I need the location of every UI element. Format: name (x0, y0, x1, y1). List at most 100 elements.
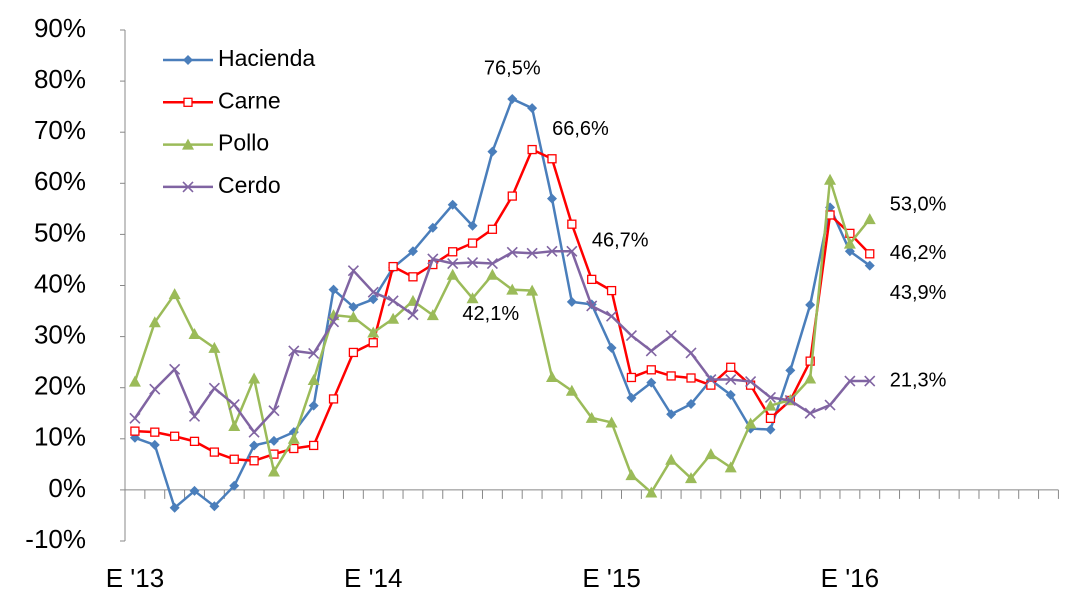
legend-marker (183, 97, 193, 107)
data-point (347, 311, 360, 323)
data-point (487, 224, 498, 234)
data-point (587, 274, 597, 285)
data-label: 76,5% (484, 57, 541, 79)
data-point (585, 411, 598, 423)
data-point (487, 146, 498, 157)
data-point (367, 326, 380, 338)
data-point (268, 435, 279, 446)
data-point (764, 391, 777, 403)
data-point (804, 407, 816, 419)
data-point (189, 436, 200, 447)
data-label: 66,6% (552, 118, 609, 140)
legend-label: Cerdo (218, 172, 281, 198)
legend-marker (182, 181, 194, 193)
data-label: 21,3% (890, 369, 947, 391)
data-point (606, 285, 617, 296)
data-point (486, 257, 498, 270)
data-point (268, 405, 280, 417)
data-point (209, 447, 220, 457)
data-point (129, 412, 141, 424)
data-point (387, 295, 399, 307)
data-point (865, 249, 875, 259)
data-point (804, 372, 817, 384)
data-point (208, 382, 220, 394)
data-point (724, 461, 737, 473)
y-tick-label: -10% (25, 524, 86, 554)
data-point (606, 310, 618, 322)
data-point (725, 373, 737, 386)
data-point (169, 363, 181, 375)
data-point (546, 245, 558, 257)
data-point (526, 284, 539, 296)
data-point (466, 256, 479, 269)
data-point (545, 370, 558, 382)
data-point (566, 245, 578, 257)
data-point (626, 372, 637, 383)
data-point (605, 416, 618, 428)
data-point (168, 288, 181, 300)
data-point (128, 375, 141, 387)
data-point (863, 213, 876, 225)
data-point (626, 392, 637, 403)
data-point (646, 377, 657, 388)
data-point (347, 265, 359, 277)
data-point (288, 345, 300, 357)
legend-marker (183, 55, 193, 65)
data-point (507, 93, 518, 104)
data-point (824, 399, 836, 411)
data-point (426, 309, 439, 321)
data-label: 43,9% (890, 282, 947, 304)
data-point (486, 268, 499, 280)
data-point (169, 502, 180, 513)
y-tick-label: 50% (34, 217, 86, 247)
data-point (706, 380, 716, 390)
legend-label: Hacienda (218, 45, 315, 71)
data-point (368, 294, 379, 305)
data-point (188, 410, 201, 422)
y-tick-label: 10% (34, 422, 86, 452)
data-point (625, 469, 638, 481)
data-point (726, 362, 736, 372)
data-point (427, 253, 439, 265)
data-point (685, 472, 698, 484)
data-point (130, 426, 140, 436)
data-point (368, 338, 378, 348)
data-point (805, 356, 815, 366)
x-tick-label: E '15 (582, 563, 640, 593)
data-point (407, 309, 419, 321)
data-point (765, 413, 776, 424)
data-point (686, 399, 697, 410)
data-point (150, 427, 160, 437)
data-point (665, 330, 677, 342)
data-point (864, 375, 876, 387)
data-point (149, 439, 160, 450)
data-point (387, 312, 400, 324)
data-point (248, 372, 261, 384)
data-point (606, 342, 617, 353)
data-point (567, 219, 577, 229)
data-label: 46,2% (890, 242, 947, 264)
data-point (665, 453, 678, 465)
y-tick-label: 0% (48, 473, 86, 503)
y-tick-label: 80% (34, 64, 86, 94)
data-point (228, 420, 241, 432)
series-line (133, 250, 870, 435)
data-point (307, 374, 320, 386)
series-line (133, 179, 871, 495)
y-tick-label: 30% (34, 319, 86, 349)
data-point (407, 246, 418, 257)
data-point (189, 485, 200, 496)
data-point (527, 103, 538, 114)
y-tick-label: 60% (34, 166, 86, 196)
data-point (546, 193, 557, 204)
data-point (267, 465, 280, 477)
data-point (446, 268, 459, 280)
data-point (229, 480, 240, 491)
data-point (527, 144, 537, 155)
data-point (666, 409, 677, 420)
data-point (408, 272, 418, 282)
y-tick-label: 20% (34, 371, 86, 401)
data-point (844, 246, 855, 257)
data-point (348, 347, 359, 358)
data-point (824, 173, 837, 185)
